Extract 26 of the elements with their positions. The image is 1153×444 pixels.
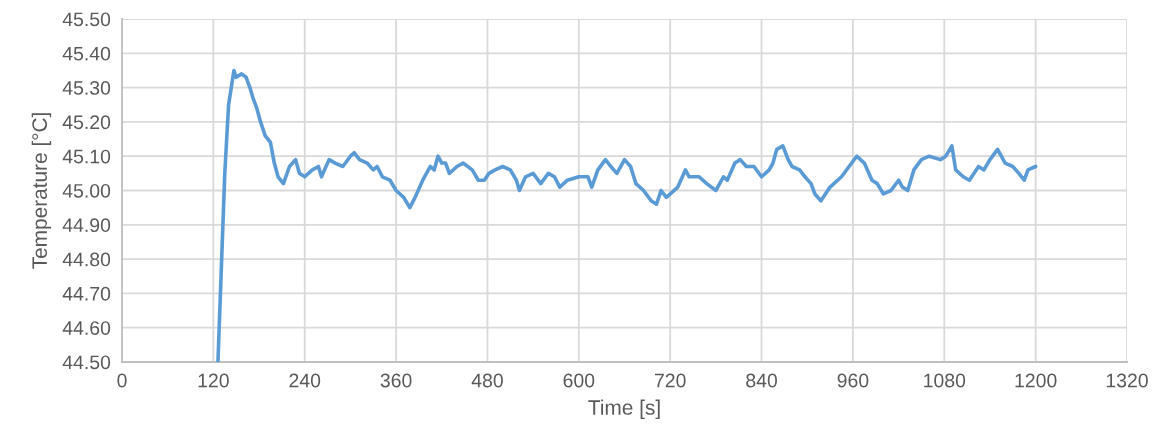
y-tick-label: 44.90 bbox=[62, 218, 111, 233]
x-tick-label: 1320 bbox=[1106, 373, 1148, 388]
x-tick-label: 0 bbox=[117, 373, 127, 388]
x-axis-title: Time [s] bbox=[588, 399, 660, 419]
x-tick-label: 720 bbox=[654, 373, 686, 388]
y-tick-label: 45.40 bbox=[62, 46, 111, 61]
y-tick-label: 45.10 bbox=[62, 149, 111, 164]
y-tick-label: 44.70 bbox=[62, 286, 111, 301]
x-tick-label: 480 bbox=[471, 373, 503, 388]
y-tick-label: 44.60 bbox=[62, 321, 111, 335]
x-tick-label: 360 bbox=[380, 373, 412, 388]
x-tick-label: 960 bbox=[837, 373, 869, 388]
y-tick-label: 45.50 bbox=[62, 12, 111, 27]
y-tick-label: 45.30 bbox=[62, 81, 111, 95]
x-tick-label: 240 bbox=[289, 373, 321, 388]
x-tick-label: 1200 bbox=[1015, 373, 1057, 388]
y-tick-label: 44.80 bbox=[62, 252, 111, 267]
y-tick-label: 45.00 bbox=[62, 183, 111, 198]
x-tick-label: 1080 bbox=[924, 373, 966, 388]
y-tick-label: 45.20 bbox=[62, 115, 111, 130]
y-axis-title: Temperature [°C] bbox=[31, 113, 52, 269]
line-series bbox=[216, 68, 1038, 362]
x-tick-label: 600 bbox=[563, 373, 595, 388]
x-tick-label: 840 bbox=[746, 373, 778, 388]
y-tick-label: 44.50 bbox=[62, 355, 111, 370]
x-tick-label: 120 bbox=[198, 373, 229, 388]
